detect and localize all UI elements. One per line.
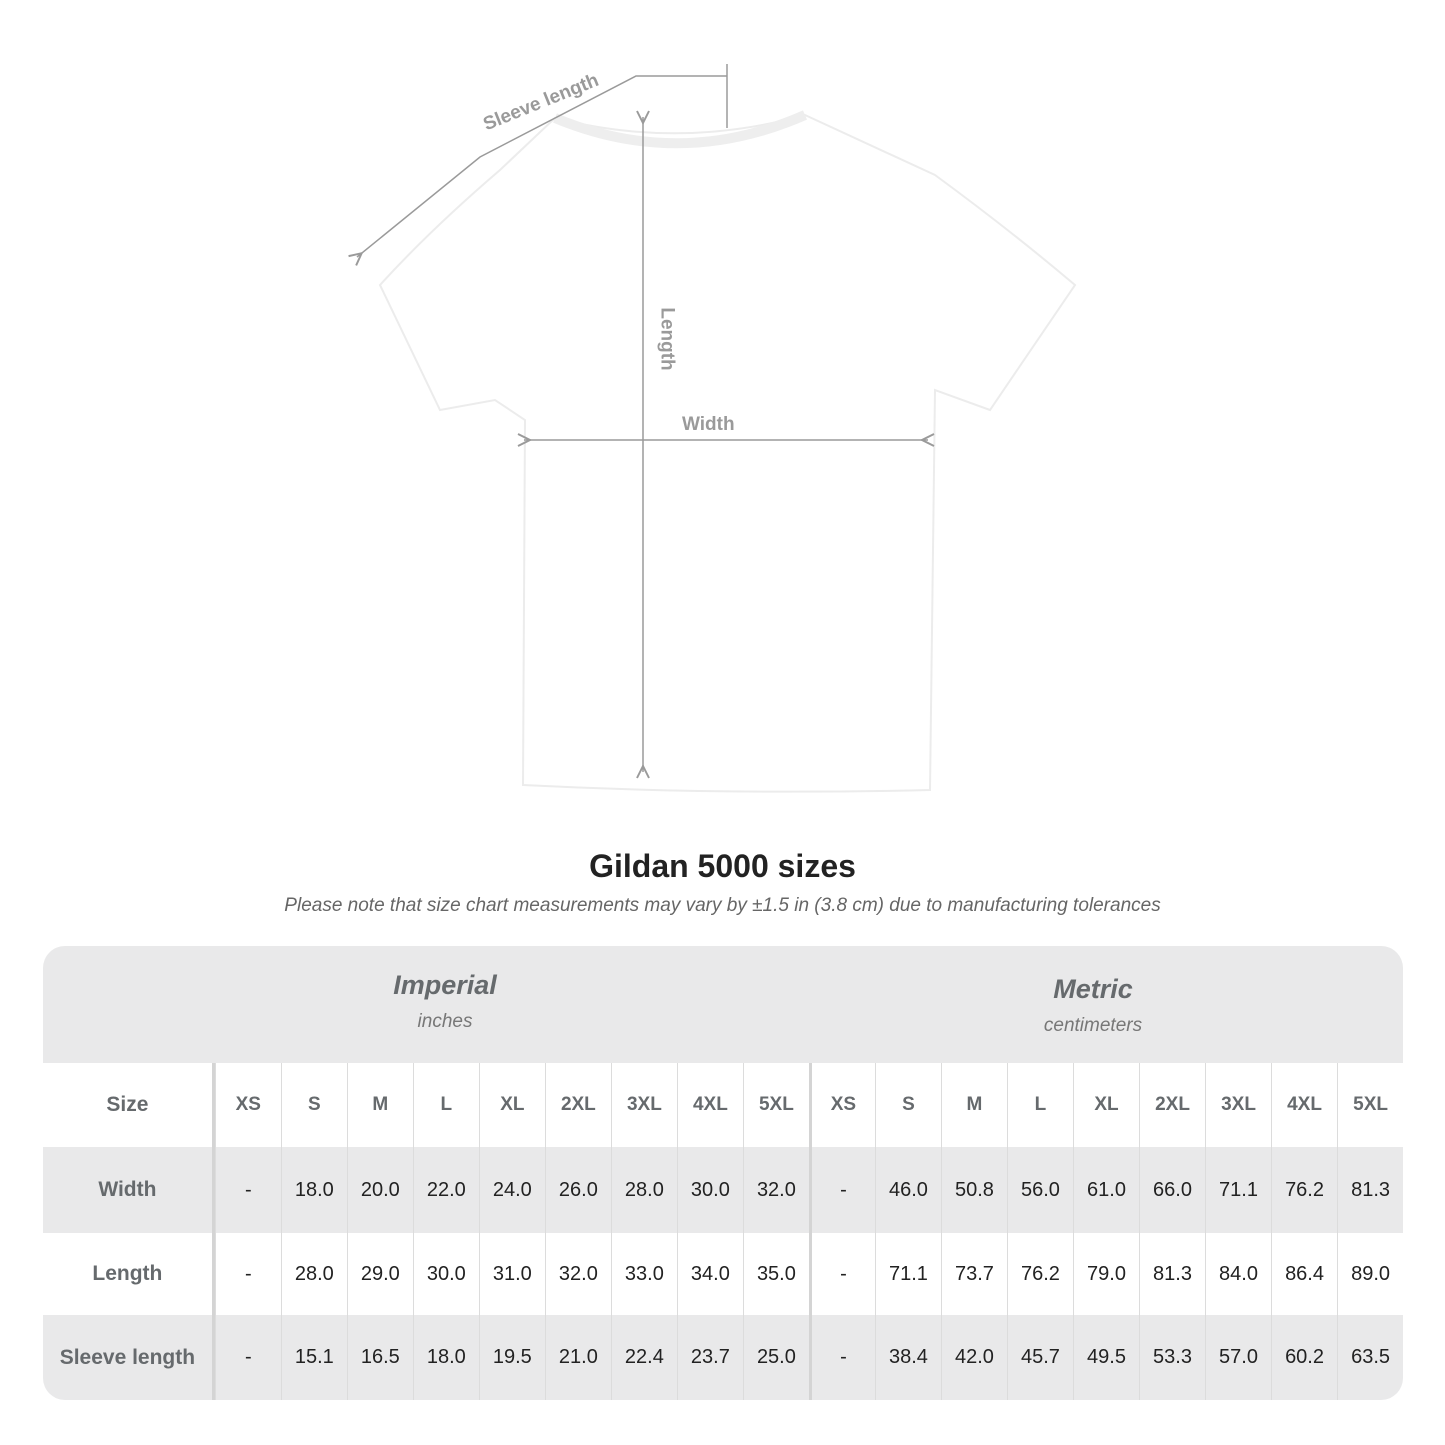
measurement-cell: 86.4	[1271, 1233, 1337, 1315]
size-column-header: 5XL	[1337, 1063, 1403, 1147]
measurement-cell: 84.0	[1205, 1233, 1271, 1315]
subtitle: Please note that size chart measurements…	[284, 895, 1161, 916]
size-column-header: 2XL	[544, 1063, 611, 1147]
size-column-header: 5XL	[742, 1063, 809, 1147]
row-label: Sleeve length	[43, 1315, 215, 1400]
tshirt-diagram	[0, 64, 1077, 793]
measurement-cell: 49.5	[1072, 1315, 1139, 1400]
sleeve-length-line	[357, 75, 727, 257]
row-label: Length	[43, 1233, 215, 1315]
table-row: Sleeve length -15.1 16.5 18.0 19.5 21.0 22.4 23…	[43, 1315, 1403, 1400]
length-label: Length	[656, 307, 678, 371]
measurement-cell: 53.3	[1139, 1315, 1205, 1400]
measurement-cell: 50.8	[940, 1147, 1007, 1233]
tshirt-shape	[378, 113, 1077, 793]
metric-unit: centimeters	[1043, 1015, 1143, 1036]
measurement-cell: -	[808, 1315, 875, 1400]
measurement-cell: 28.0	[280, 1233, 347, 1315]
size-table: Imperial inches Metric centimeters Size X…	[43, 946, 1403, 1400]
size-column-header: 4XL	[1271, 1063, 1337, 1147]
measurement-cell: -	[808, 1233, 875, 1315]
measurement-cell: -	[214, 1315, 281, 1400]
imperial-header: Imperial inches	[215, 970, 675, 1033]
measurement-cell: 19.5	[478, 1315, 545, 1400]
measurement-cell: 35.0	[742, 1233, 809, 1315]
measurement-cell: 76.2	[1006, 1233, 1073, 1315]
measurement-cell: 20.0	[346, 1147, 413, 1233]
measurement-cell: 24.0	[478, 1147, 545, 1233]
size-column-header: S	[280, 1063, 347, 1147]
measurement-cell: 32.0	[742, 1147, 809, 1233]
measurement-cell: 32.0	[544, 1233, 611, 1315]
measurement-cell: 21.0	[544, 1315, 611, 1400]
metric-header: Metric centimeters	[863, 974, 1323, 1037]
measurement-cell: 60.2	[1271, 1315, 1337, 1400]
size-column-header: 2XL	[1139, 1063, 1205, 1147]
measurement-cell: -	[214, 1233, 281, 1315]
measurement-cell: 23.7	[676, 1315, 743, 1400]
measurement-cell: 16.5	[346, 1315, 413, 1400]
measurement-cell: 42.0	[940, 1315, 1007, 1400]
size-column-header: XS	[214, 1063, 281, 1147]
measurement-cell: 61.0	[1072, 1147, 1139, 1233]
measurement-cell: 29.0	[346, 1233, 413, 1315]
size-header-row: Size XS S M L XL 2XL 3XL 4XL 5XL XS S M L XL 2XL 3XL 4XL 5…	[43, 1063, 1403, 1147]
measurement-cell: 76.2	[1271, 1147, 1337, 1233]
measurement-cell: 15.1	[280, 1315, 347, 1400]
measurement-cell: -	[214, 1147, 281, 1233]
table-header: Imperial inches Metric centimeters	[43, 946, 1403, 1063]
measurement-cell: 30.0	[412, 1233, 479, 1315]
measurement-cell: 81.3	[1337, 1147, 1403, 1233]
measurement-cell: 22.4	[610, 1315, 677, 1400]
measurement-cell: 26.0	[544, 1147, 611, 1233]
measurement-cell: 30.0	[676, 1147, 743, 1233]
size-column-header: XL	[478, 1063, 545, 1147]
size-column-header: XS	[808, 1063, 875, 1147]
measurement-cell: 34.0	[676, 1233, 743, 1315]
measurement-cell: 56.0	[1006, 1147, 1073, 1233]
measurement-cell: 57.0	[1205, 1315, 1271, 1400]
size-column-header: 4XL	[676, 1063, 743, 1147]
size-column-header: 3XL	[1205, 1063, 1271, 1147]
imperial-title: Imperial	[393, 970, 497, 1000]
row-label: Size	[43, 1063, 215, 1147]
measurement-cell: 81.3	[1139, 1233, 1205, 1315]
table-row: Length -28.0 29.0 30.0 31.0 32.0 33.0 34.0 35.0-…	[43, 1233, 1403, 1315]
page-title: Gildan 5000 sizes	[589, 848, 856, 884]
size-column-header: S	[874, 1063, 941, 1147]
metric-title: Metric	[1053, 974, 1133, 1004]
measurement-cell: 18.0	[280, 1147, 347, 1233]
measurement-cell: 71.1	[874, 1233, 941, 1315]
measurement-cell: 18.0	[412, 1315, 479, 1400]
measurement-cell: 22.0	[412, 1147, 479, 1233]
size-column-header: 3XL	[610, 1063, 677, 1147]
measurement-cell: -	[808, 1147, 875, 1233]
measurement-cell: 73.7	[940, 1233, 1007, 1315]
measurement-cell: 28.0	[610, 1147, 677, 1233]
measurement-cell: 79.0	[1072, 1233, 1139, 1315]
size-column-header: L	[1006, 1063, 1073, 1147]
measurement-cell: 46.0	[874, 1147, 941, 1233]
size-column-header: XL	[1072, 1063, 1139, 1147]
measurement-cell: 66.0	[1139, 1147, 1205, 1233]
size-column-header: M	[346, 1063, 413, 1147]
row-label: Width	[43, 1147, 215, 1233]
measurement-cell: 63.5	[1337, 1315, 1403, 1400]
size-column-header: L	[412, 1063, 479, 1147]
width-label: Width	[682, 414, 735, 435]
measurement-cell: 45.7	[1006, 1315, 1073, 1400]
measurement-cell: 33.0	[610, 1233, 677, 1315]
measurement-cell: 71.1	[1205, 1147, 1271, 1233]
measurement-cell: 89.0	[1337, 1233, 1403, 1315]
size-column-header: M	[940, 1063, 1007, 1147]
table-row: Width -18.0 20.0 22.0 24.0 26.0 28.0 30.0 32.0-4…	[43, 1147, 1403, 1233]
measurement-cell: 38.4	[874, 1315, 941, 1400]
imperial-unit: inches	[417, 1011, 473, 1032]
measurement-cell: 25.0	[742, 1315, 809, 1400]
measurement-cell: 31.0	[478, 1233, 545, 1315]
